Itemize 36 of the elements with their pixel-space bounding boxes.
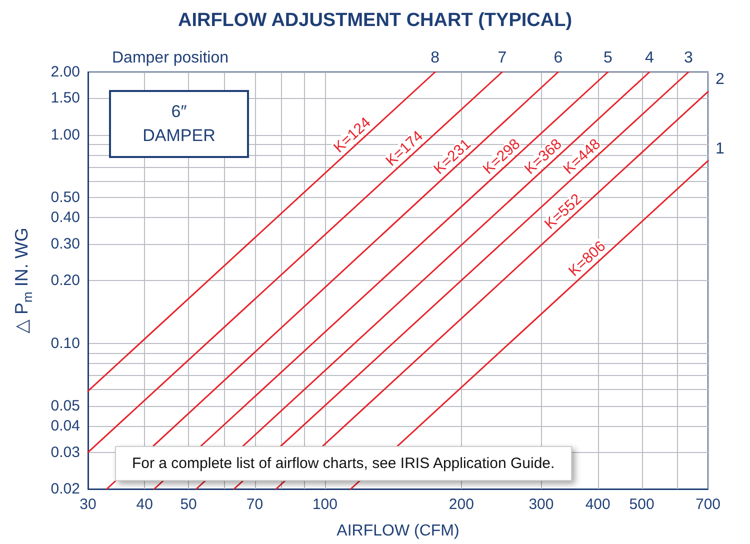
annotation: 7 (498, 50, 507, 66)
framed-note: 6″ DAMPER (109, 90, 249, 158)
y-tick-label: 0.40 (50, 209, 80, 226)
x-tick-label: 400 (585, 496, 610, 513)
y-tick-label: 0.02 (50, 480, 80, 498)
text: Damper position (112, 50, 228, 66)
y-axis-title: △ Pm IN. WG (12, 228, 35, 334)
x-tick-label: 50 (180, 496, 197, 513)
y-tick-label: 0.50 (50, 189, 80, 206)
annotation: 3 (684, 50, 694, 66)
shadowed-note: For a complete list of airflow charts, see IRIS Application Guide. (115, 446, 572, 481)
y-tick-label: 0.20 (50, 272, 80, 289)
y-tick-label: 1.50 (50, 90, 80, 107)
x-tick-label: 500 (629, 496, 654, 513)
x-tick-label: 70 (246, 496, 264, 513)
annotation: 5 (603, 50, 612, 66)
y-tick-label: 2.00 (50, 64, 80, 80)
chart-title: AIRFLOW ADJUSTMENT CHART (TYPICAL) (178, 10, 572, 31)
x-tick-label: 700 (695, 496, 721, 513)
x-tick-label: 200 (448, 496, 474, 513)
annotation: 1 (716, 140, 725, 158)
y-tick-label: 0.05 (50, 398, 80, 415)
annotation: 4 (645, 50, 654, 66)
x-tick-label: 30 (80, 496, 96, 513)
annotation: 6 (554, 50, 563, 66)
y-tick-label: 0.03 (50, 444, 80, 461)
annotation: 8 (430, 50, 440, 66)
x-axis-title: AIRFLOW (CFM) (336, 522, 460, 540)
y-tick-label: 0.10 (50, 334, 80, 352)
y-tick-label: 0.04 (50, 418, 80, 435)
annotation: 2 (716, 71, 725, 88)
y-tick-label: 0.30 (50, 235, 80, 252)
x-tick-label: 40 (136, 496, 153, 513)
y-tick-label: 1.00 (50, 126, 80, 144)
x-tick-label: 100 (312, 496, 338, 513)
x-tick-label: 300 (528, 496, 554, 513)
